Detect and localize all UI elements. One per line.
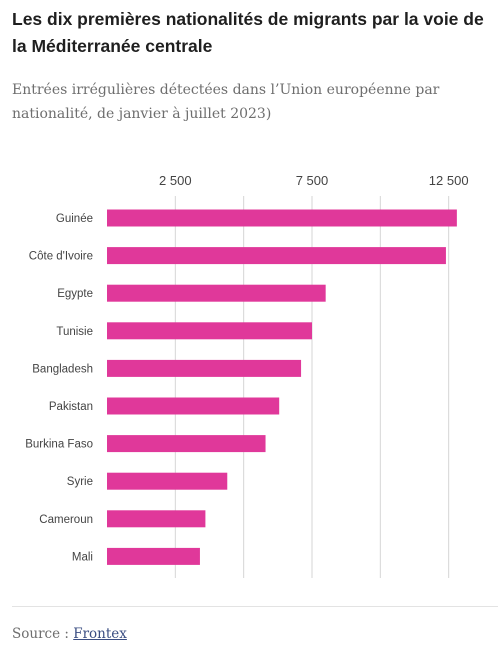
bar xyxy=(107,322,312,340)
category-label: Burkina Faso xyxy=(25,439,93,451)
bar xyxy=(107,247,446,265)
chart-subtitle: Entrées irrégulières détectées dans l’Un… xyxy=(12,82,440,122)
category-label: Tunisie xyxy=(56,326,93,338)
chart-title: Les dix premières nationalités de migran… xyxy=(12,9,484,56)
bar xyxy=(107,209,457,227)
bar-chart: 2 500 7 500 12 500 Guinée Côte d'Ivoire Egypt… xyxy=(25,173,469,578)
category-label: Mali xyxy=(72,551,93,563)
x-tick-label: 2 500 xyxy=(159,173,192,188)
source-line: Source : Frontex xyxy=(12,626,127,642)
bar xyxy=(107,547,200,565)
category-label: Cameroun xyxy=(39,514,93,526)
category-label: Guinée xyxy=(56,213,93,225)
bar xyxy=(107,284,326,302)
category-label: Pakistan xyxy=(49,401,93,413)
source-link[interactable]: Frontex xyxy=(73,626,127,642)
category-label: Syrie xyxy=(67,476,93,488)
divider xyxy=(12,606,498,607)
category-label: Bangladesh xyxy=(32,363,93,375)
category-label: Egypte xyxy=(57,288,93,300)
bar xyxy=(107,359,302,377)
bar xyxy=(107,472,228,490)
source-label: Source : xyxy=(12,626,69,642)
bar xyxy=(107,510,206,528)
bar xyxy=(107,397,280,415)
category-label: Côte d'Ivoire xyxy=(29,251,93,263)
x-tick-label: 12 500 xyxy=(429,173,469,188)
x-tick-label: 7 500 xyxy=(296,173,329,188)
bar xyxy=(107,435,266,453)
